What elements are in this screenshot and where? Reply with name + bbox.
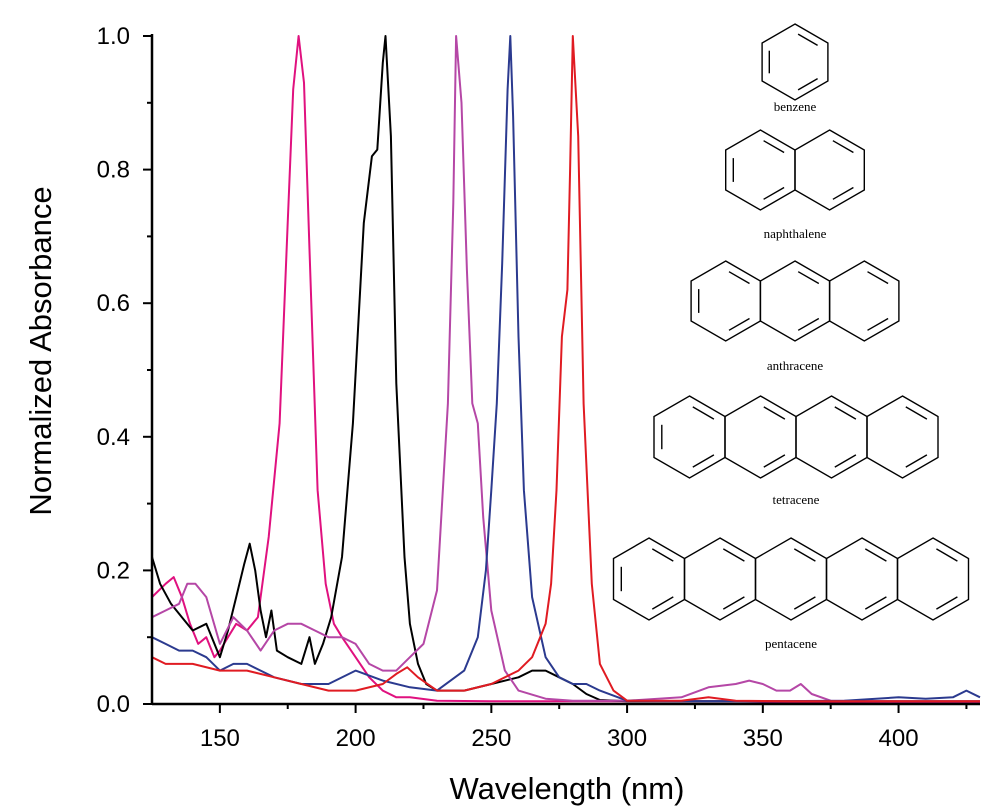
ring (754, 537, 828, 621)
y-tick-label: 0.6 (97, 290, 130, 317)
double-bond (728, 271, 750, 285)
molecule-label-benzene: benzene (774, 99, 817, 114)
molecule-pentacene: pentacene (612, 537, 970, 651)
ring (828, 260, 900, 342)
double-bond (651, 548, 674, 562)
double-bond (867, 271, 889, 285)
x-tick-label: 400 (879, 725, 919, 752)
double-bond (763, 140, 785, 154)
ring (759, 260, 831, 342)
series-line-naphthalene (151, 35, 980, 703)
ring (866, 395, 939, 479)
y-tick-label: 0.8 (97, 157, 130, 184)
double-bond (936, 548, 958, 562)
molecule-label-anthracene: anthracene (767, 358, 824, 373)
molecule-label-tetracene: tetracene (773, 492, 820, 507)
x-tick-label: 250 (471, 725, 511, 752)
y-tick-label: 0.4 (97, 424, 130, 451)
double-bond (905, 406, 928, 420)
series-line-pentacene (151, 35, 980, 703)
double-bond (797, 33, 818, 47)
axes: 150 200 250 300 350 400 0.0 0.2 0.4 0.6 0.8 1.0 (97, 23, 980, 752)
x-axis-title: Wavelength (nm) (450, 771, 685, 806)
ring (794, 129, 865, 211)
double-bond (834, 454, 857, 468)
molecule-naphthalene: naphthalene (725, 129, 865, 241)
double-bond (692, 406, 715, 420)
x-tick-label: 300 (607, 725, 647, 752)
ring (653, 395, 726, 479)
ring (725, 129, 796, 211)
double-bond (793, 596, 816, 610)
y-tick-label: 1.0 (97, 23, 130, 50)
y-tick-label: 0.0 (97, 691, 130, 718)
double-bond (722, 548, 745, 562)
ring (795, 395, 868, 479)
double-bond (793, 548, 816, 562)
double-bond (832, 140, 854, 154)
double-bond (763, 406, 786, 420)
molecule-tetracene: tetracene (653, 395, 939, 507)
double-bond (651, 596, 674, 610)
double-bond (722, 596, 745, 610)
double-bond (864, 596, 887, 610)
x-tick-label: 350 (743, 725, 783, 752)
molecule-label-pentacene: pentacene (765, 636, 817, 651)
double-bond (797, 271, 820, 285)
ring (683, 537, 757, 621)
x-tick-label: 200 (336, 725, 376, 752)
double-bond (763, 186, 785, 200)
plot-area (151, 35, 981, 703)
double-bond (692, 454, 715, 468)
series-line-benzene (151, 35, 980, 703)
double-bond (936, 596, 958, 610)
double-bond (864, 548, 887, 562)
ring (724, 395, 797, 479)
double-bond (728, 317, 750, 331)
x-tick-label: 150 (200, 725, 240, 752)
ring (690, 260, 762, 342)
ring (896, 537, 970, 621)
double-bond (867, 317, 889, 331)
double-bond (763, 454, 786, 468)
y-axis-title: Normalized Absorbance (23, 186, 58, 515)
molecule-label-naphthalene: naphthalene (764, 226, 827, 241)
series-line-tetracene (151, 35, 981, 703)
ring (825, 537, 899, 621)
series-line-anthracene (151, 35, 980, 703)
ring (761, 23, 829, 101)
molecule-structures: benzene naphthalene anthracene tetracene pen… (612, 23, 970, 651)
molecule-anthracene: anthracene (690, 260, 900, 373)
double-bond (832, 186, 854, 200)
y-tick-label: 0.2 (97, 557, 130, 584)
ring (612, 537, 686, 621)
double-bond (834, 406, 857, 420)
molecule-benzene: benzene (761, 23, 829, 114)
double-bond (797, 317, 820, 331)
double-bond (797, 77, 818, 91)
double-bond (905, 454, 928, 468)
